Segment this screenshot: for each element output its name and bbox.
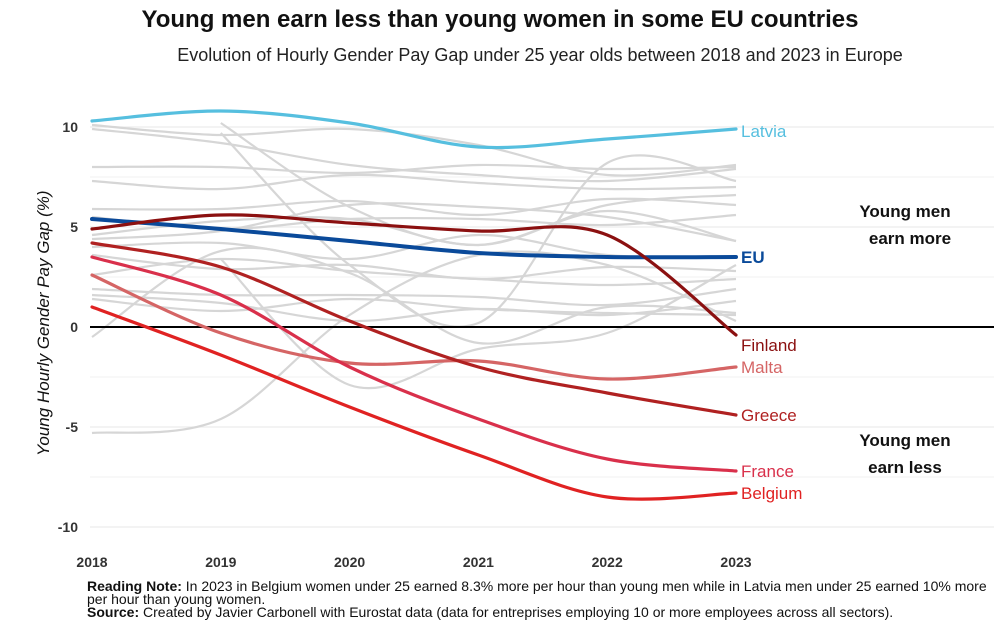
background-country-lines: [91, 122, 737, 435]
source-note-label: Source:: [87, 604, 140, 620]
background-country-line: [91, 257, 737, 287]
background-country-line: [220, 132, 737, 328]
background-country-line: [220, 122, 737, 247]
series-label-eu: EU: [741, 248, 765, 267]
y-tick-label: -5: [66, 419, 79, 435]
series-line-france: [90, 255, 738, 473]
chart-subtitle: Evolution of Hourly Gender Pay Gap under…: [177, 45, 903, 65]
y-tick-label: 10: [62, 119, 78, 135]
annotation-earn-more-line1: Young men: [859, 202, 951, 221]
background-country-line: [91, 253, 737, 281]
annotation-earn-less: Young men earn less: [805, 427, 1000, 481]
series-label-belgium: Belgium: [741, 484, 802, 503]
reading-note-text: In 2023 in Belgium women under 25 earned…: [87, 578, 987, 607]
series-label-malta: Malta: [741, 358, 783, 377]
annotation-earn-more: Young men earn more: [805, 198, 1000, 252]
x-tick-label: 2019: [205, 554, 236, 570]
x-tick-label: 2018: [76, 554, 107, 570]
series-label-france: France: [741, 462, 794, 481]
axis-ticks: 10 5 0 -5 -10 2018 2019 2020 2021 2022 2023: [58, 119, 752, 570]
background-country-line: [91, 173, 737, 191]
reading-note-label: Reading Note:: [87, 578, 182, 594]
series-label-latvia: Latvia: [741, 122, 787, 141]
background-country-line: [220, 258, 737, 390]
series-line-eu: [90, 217, 738, 260]
series-label-greece: Greece: [741, 406, 797, 425]
background-country-line: [91, 197, 737, 217]
series-labels: Latvia EU Finland Malta Greece France Belgium: [741, 122, 802, 503]
highlighted-country-lines: [90, 109, 738, 501]
annotation-earn-more-line2: earn more: [868, 229, 952, 248]
series-line-finland: [90, 213, 738, 337]
series-line-belgium: [90, 305, 738, 501]
annotation-earn-less-line2: earn less: [868, 458, 942, 477]
background-country-line: [91, 127, 737, 183]
background-country-line: [91, 297, 737, 317]
x-tick-label: 2022: [592, 554, 623, 570]
series-label-finland: Finland: [741, 336, 797, 355]
x-tick-label: 2023: [720, 554, 751, 570]
source-note-text: Created by Javier Carbonell with Eurosta…: [143, 604, 894, 620]
y-tick-label: 5: [70, 219, 78, 235]
series-line-malta: [90, 273, 738, 381]
annotation-earn-less-line1: Young men: [859, 431, 951, 450]
x-tick-label: 2020: [334, 554, 365, 570]
x-tick-label: 2021: [463, 554, 494, 570]
background-country-line: [91, 163, 737, 175]
reading-note: Reading Note: In 2023 in Belgium women u…: [87, 578, 992, 607]
source-note: Source: Created by Javier Carbonell with…: [87, 604, 992, 620]
y-tick-label: 0: [70, 319, 78, 335]
chart-notes: Reading Note: In 2023 in Belgium women u…: [87, 578, 992, 620]
series-line-greece: [90, 241, 738, 417]
background-country-line: [91, 293, 737, 323]
background-country-line: [91, 287, 737, 307]
background-country-line: [91, 250, 737, 435]
chart-title: Young men earn less than young women in …: [141, 6, 859, 33]
background-country-line: [91, 202, 737, 243]
series-line-latvia: [90, 109, 738, 150]
y-tick-label: -10: [58, 519, 78, 535]
